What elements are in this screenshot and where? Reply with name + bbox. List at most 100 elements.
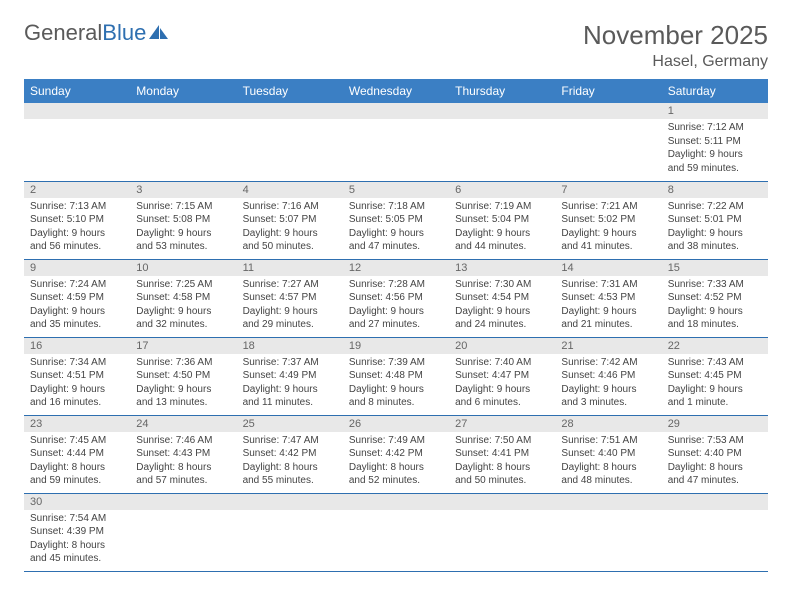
day-content: Sunrise: 7:28 AMSunset: 4:56 PMDaylight:… (343, 276, 449, 336)
day-content (555, 119, 661, 125)
logo-text-1: General (24, 20, 102, 46)
day-header: Wednesday (343, 79, 449, 103)
day-info-line: Daylight: 8 hours (243, 461, 337, 475)
calendar-day-cell (130, 103, 236, 181)
day-number: 5 (343, 182, 449, 198)
day-info-line: Daylight: 9 hours (455, 227, 549, 241)
day-content (662, 510, 768, 516)
day-content (343, 510, 449, 516)
day-content: Sunrise: 7:12 AMSunset: 5:11 PMDaylight:… (662, 119, 768, 179)
day-info-line: and 56 minutes. (30, 240, 124, 254)
day-info-line: Sunset: 4:40 PM (668, 447, 762, 461)
day-number: 4 (237, 182, 343, 198)
day-content: Sunrise: 7:22 AMSunset: 5:01 PMDaylight:… (662, 198, 768, 258)
day-number: 14 (555, 260, 661, 276)
day-info-line: Daylight: 9 hours (136, 227, 230, 241)
day-number: 17 (130, 338, 236, 354)
day-number (555, 103, 661, 119)
day-content: Sunrise: 7:43 AMSunset: 4:45 PMDaylight:… (662, 354, 768, 414)
calendar-week-row: 1Sunrise: 7:12 AMSunset: 5:11 PMDaylight… (24, 103, 768, 181)
calendar-day-cell (24, 103, 130, 181)
day-info-line: Sunrise: 7:18 AM (349, 200, 443, 214)
day-info-line: and 32 minutes. (136, 318, 230, 332)
day-content: Sunrise: 7:39 AMSunset: 4:48 PMDaylight:… (343, 354, 449, 414)
day-header-row: Sunday Monday Tuesday Wednesday Thursday… (24, 79, 768, 103)
day-content: Sunrise: 7:37 AMSunset: 4:49 PMDaylight:… (237, 354, 343, 414)
day-info-line: Sunset: 5:08 PM (136, 213, 230, 227)
day-info-line: Sunset: 4:42 PM (243, 447, 337, 461)
calendar-day-cell: 14Sunrise: 7:31 AMSunset: 4:53 PMDayligh… (555, 259, 661, 337)
day-number (343, 494, 449, 510)
day-info-line: Daylight: 9 hours (136, 305, 230, 319)
day-info-line: and 48 minutes. (561, 474, 655, 488)
day-info-line: Sunrise: 7:28 AM (349, 278, 443, 292)
day-info-line: Sunrise: 7:13 AM (30, 200, 124, 214)
day-info-line: Daylight: 8 hours (136, 461, 230, 475)
calendar-day-cell: 18Sunrise: 7:37 AMSunset: 4:49 PMDayligh… (237, 337, 343, 415)
day-info-line: Sunset: 5:10 PM (30, 213, 124, 227)
day-info-line: Daylight: 9 hours (668, 305, 762, 319)
location: Hasel, Germany (583, 53, 768, 71)
day-number: 16 (24, 338, 130, 354)
day-content (449, 510, 555, 516)
calendar-day-cell: 29Sunrise: 7:53 AMSunset: 4:40 PMDayligh… (662, 415, 768, 493)
day-info-line: Sunrise: 7:22 AM (668, 200, 762, 214)
day-info-line: Daylight: 8 hours (349, 461, 443, 475)
day-number (555, 494, 661, 510)
day-number: 3 (130, 182, 236, 198)
day-info-line: Sunrise: 7:30 AM (455, 278, 549, 292)
day-info-line: Sunrise: 7:33 AM (668, 278, 762, 292)
calendar-week-row: 2 Sunrise: 7:13 AMSunset: 5:10 PM Daylight… (24, 181, 768, 259)
day-content (130, 119, 236, 125)
day-info-line: Sunrise: 7:45 AM (30, 434, 124, 448)
day-info-line: Daylight: 9 hours (349, 305, 443, 319)
day-info-line: Daylight: 9 hours (668, 383, 762, 397)
calendar-page: GeneralBlue November 2025 Hasel, Germany… (0, 0, 792, 592)
day-header: Sunday (24, 79, 130, 103)
day-info-line: and 6 minutes. (455, 396, 549, 410)
title-block: November 2025 Hasel, Germany (583, 20, 768, 71)
day-info-line: and 50 minutes. (455, 474, 549, 488)
day-content: Sunrise: 7:42 AMSunset: 4:46 PMDaylight:… (555, 354, 661, 414)
day-header: Tuesday (237, 79, 343, 103)
day-content: Sunrise: 7:51 AMSunset: 4:40 PMDaylight:… (555, 432, 661, 492)
day-number: 2 (24, 182, 130, 198)
day-info-line: Sunrise: 7:50 AM (455, 434, 549, 448)
calendar-day-cell: 15Sunrise: 7:33 AMSunset: 4:52 PMDayligh… (662, 259, 768, 337)
day-info-line: Sunset: 5:05 PM (349, 213, 443, 227)
calendar-day-cell (449, 493, 555, 571)
day-info-line: Sunrise: 7:53 AM (668, 434, 762, 448)
day-info-line: Daylight: 8 hours (30, 539, 124, 553)
calendar-day-cell: 22Sunrise: 7:43 AMSunset: 4:45 PMDayligh… (662, 337, 768, 415)
calendar-day-cell: 10Sunrise: 7:25 AMSunset: 4:58 PMDayligh… (130, 259, 236, 337)
day-info-line: Sunrise: 7:31 AM (561, 278, 655, 292)
day-info-line: and 29 minutes. (243, 318, 337, 332)
day-content: Sunrise: 7:53 AMSunset: 4:40 PMDaylight:… (662, 432, 768, 492)
day-info-line: Sunset: 4:42 PM (349, 447, 443, 461)
day-content (449, 119, 555, 125)
calendar-day-cell: 2Sunrise: 7:13 AMSunset: 5:10 PMDaylight… (24, 181, 130, 259)
day-header: Saturday (662, 79, 768, 103)
day-number (449, 103, 555, 119)
day-info-line: Sunset: 4:56 PM (349, 291, 443, 305)
day-info-line: Sunset: 4:58 PM (136, 291, 230, 305)
day-content: Sunrise: 7:46 AMSunset: 4:43 PMDaylight:… (130, 432, 236, 492)
day-info-line: Sunrise: 7:51 AM (561, 434, 655, 448)
day-info-line: and 47 minutes. (349, 240, 443, 254)
day-content: Sunrise: 7:18 AMSunset: 5:05 PMDaylight:… (343, 198, 449, 258)
calendar-table: Sunday Monday Tuesday Wednesday Thursday… (24, 79, 768, 572)
day-number: 28 (555, 416, 661, 432)
calendar-day-cell (449, 103, 555, 181)
calendar-day-cell: 16Sunrise: 7:34 AMSunset: 4:51 PMDayligh… (24, 337, 130, 415)
day-content: Sunrise: 7:49 AMSunset: 4:42 PMDaylight:… (343, 432, 449, 492)
day-info-line: Sunset: 4:51 PM (30, 369, 124, 383)
day-info-line: Daylight: 9 hours (455, 383, 549, 397)
day-content: Sunrise: 7:45 AMSunset: 4:44 PMDaylight:… (24, 432, 130, 492)
day-number (24, 103, 130, 119)
sail-icon (148, 20, 170, 46)
day-number: 8 (662, 182, 768, 198)
calendar-day-cell: 24Sunrise: 7:46 AMSunset: 4:43 PMDayligh… (130, 415, 236, 493)
day-info-line: Sunset: 4:57 PM (243, 291, 337, 305)
day-info-line: Sunset: 5:02 PM (561, 213, 655, 227)
day-number: 15 (662, 260, 768, 276)
